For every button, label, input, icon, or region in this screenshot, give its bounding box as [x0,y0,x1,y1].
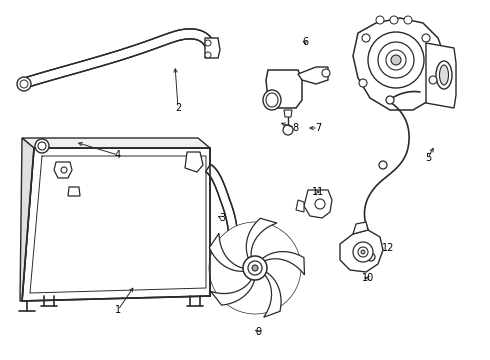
Circle shape [359,79,367,87]
Circle shape [353,242,373,262]
Polygon shape [211,278,255,305]
Polygon shape [340,230,383,272]
Circle shape [283,125,293,135]
Ellipse shape [263,90,281,110]
Polygon shape [206,164,238,281]
Polygon shape [353,18,446,110]
Circle shape [248,261,262,275]
Circle shape [390,16,398,24]
Circle shape [429,76,437,84]
Circle shape [376,16,384,24]
Polygon shape [20,138,34,301]
Circle shape [61,167,67,173]
Circle shape [252,265,258,271]
Polygon shape [296,200,304,212]
Circle shape [361,250,365,254]
Circle shape [386,96,394,104]
Text: 10: 10 [362,273,374,283]
Circle shape [379,161,387,169]
Circle shape [404,16,412,24]
Circle shape [38,142,46,150]
Ellipse shape [266,93,278,107]
Circle shape [209,222,301,314]
Polygon shape [284,110,292,117]
Circle shape [35,139,49,153]
Text: 2: 2 [175,103,181,113]
Circle shape [243,256,267,280]
Polygon shape [426,43,456,108]
Text: 5: 5 [425,153,431,163]
Polygon shape [246,218,277,260]
Polygon shape [298,67,328,84]
Polygon shape [26,29,215,87]
Polygon shape [353,222,368,234]
Text: 4: 4 [115,150,121,160]
Polygon shape [22,138,210,148]
Circle shape [386,50,406,70]
Polygon shape [209,233,245,271]
Circle shape [367,253,375,261]
Text: 11: 11 [312,187,324,197]
Circle shape [205,40,211,46]
Circle shape [362,34,370,42]
Polygon shape [54,162,72,178]
Circle shape [17,77,31,91]
Polygon shape [304,190,332,218]
Circle shape [358,247,368,257]
Circle shape [378,42,414,78]
Polygon shape [205,38,220,58]
Text: 1: 1 [115,305,121,315]
Circle shape [322,69,330,77]
Polygon shape [266,70,302,108]
Circle shape [422,34,430,42]
Text: 8: 8 [292,123,298,133]
Polygon shape [22,148,210,301]
Text: 12: 12 [382,243,394,253]
Circle shape [391,55,401,65]
Text: 7: 7 [315,123,321,133]
Text: 6: 6 [302,37,308,47]
Circle shape [20,80,28,88]
Polygon shape [264,271,281,317]
Circle shape [368,32,424,88]
Circle shape [315,199,325,209]
Polygon shape [68,187,80,196]
Ellipse shape [436,61,452,89]
Polygon shape [185,152,203,172]
Circle shape [205,52,211,58]
Polygon shape [261,252,304,275]
Text: 3: 3 [219,213,225,223]
Ellipse shape [440,65,448,85]
Text: 9: 9 [255,327,261,337]
